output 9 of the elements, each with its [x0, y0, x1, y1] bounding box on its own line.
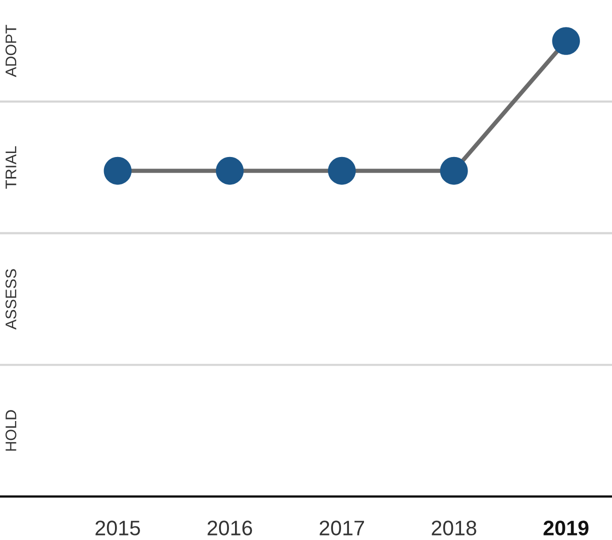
- x-tick-label: 2019: [544, 520, 588, 536]
- annotation: HOLD: [6, 410, 16, 451]
- x-tick-label: 2017: [320, 520, 364, 536]
- x-tick-label: 2018: [432, 520, 476, 536]
- annotation: ADOPT: [6, 24, 16, 78]
- x-tick-label: 2016: [208, 520, 252, 536]
- annotation: ASSESS: [6, 269, 16, 330]
- annotation: TRIAL: [6, 146, 16, 189]
- x-tick-label: 2015: [96, 520, 140, 536]
